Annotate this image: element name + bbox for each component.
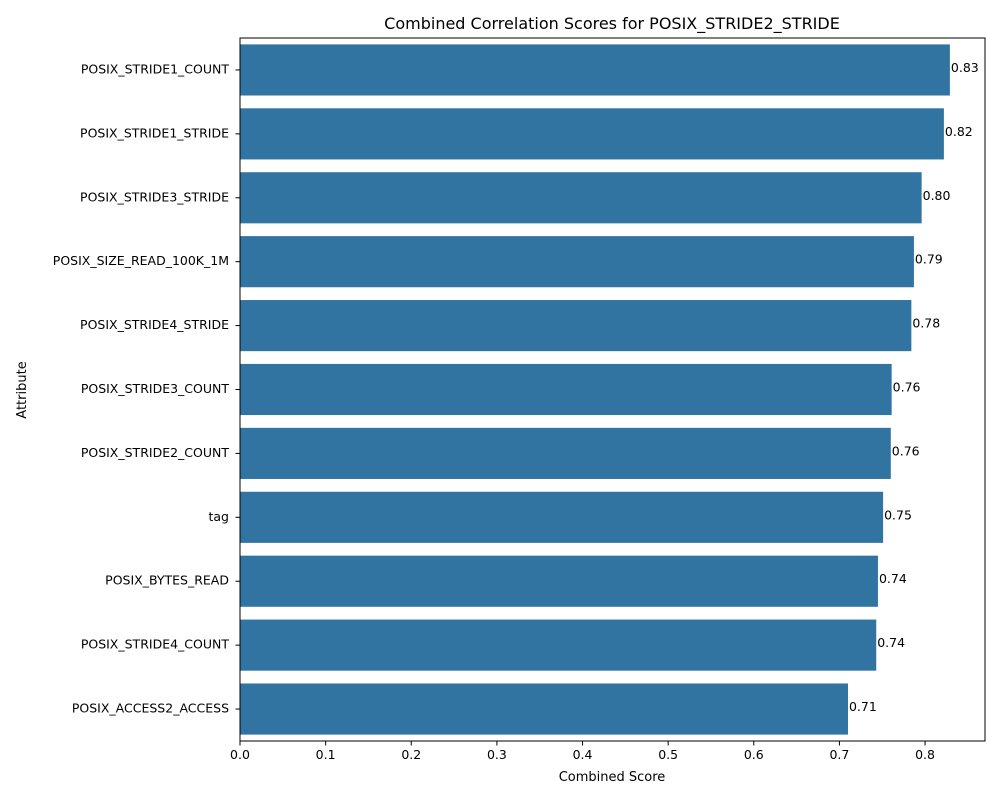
data-label: 0.78 <box>912 316 940 331</box>
chart-title: Combined Correlation Scores for POSIX_ST… <box>384 14 840 34</box>
plot-frame <box>239 37 986 742</box>
plot-border <box>239 37 986 742</box>
x-tick-label: 0.6 <box>744 747 764 762</box>
y-tick-label: POSIX_STRIDE3_COUNT <box>81 381 230 396</box>
y-axis-label: Attribute <box>15 361 30 418</box>
bar <box>240 683 848 735</box>
bar <box>240 491 884 543</box>
x-tick-label: 0.7 <box>829 747 849 762</box>
data-label: 0.82 <box>945 124 973 139</box>
y-tick-label: POSIX_SIZE_READ_100K_1M <box>53 253 229 268</box>
x-axis-label: Combined Score <box>559 770 666 785</box>
y-tick-label: POSIX_STRIDE3_STRIDE <box>80 189 229 204</box>
data-label: 0.79 <box>915 252 943 267</box>
bar <box>240 363 892 416</box>
bar <box>240 427 891 479</box>
y-tick-label: POSIX_STRIDE2_COUNT <box>81 445 230 460</box>
bar <box>240 236 914 288</box>
bar <box>240 172 922 224</box>
y-tick-label: POSIX_BYTES_READ <box>105 573 229 588</box>
x-tick-label: 0.3 <box>487 747 507 762</box>
y-tick-label: POSIX_STRIDE4_COUNT <box>81 637 230 652</box>
x-axis: 0.0 0.1 0.2 0.3 0.4 0.5 0.6 0.7 0.8 <box>230 741 935 762</box>
bar <box>240 300 912 352</box>
y-tick-label: tag <box>209 509 230 524</box>
x-tick-label: 0.2 <box>401 747 421 762</box>
y-tick-label: POSIX_ACCESS2_ACCESS <box>72 701 229 716</box>
data-label: 0.74 <box>877 635 905 650</box>
data-label: 0.74 <box>879 571 907 586</box>
bar <box>240 44 950 96</box>
y-tick-label: POSIX_STRIDE4_STRIDE <box>80 317 229 332</box>
x-tick-label: 0.4 <box>573 747 593 762</box>
data-label: 0.83 <box>951 60 979 75</box>
x-tick-label: 0.1 <box>316 747 336 762</box>
y-axis: POSIX_STRIDE1_COUNT POSIX_STRIDE1_STRIDE P… <box>53 61 240 716</box>
data-label: 0.76 <box>893 380 921 395</box>
bar <box>240 619 877 671</box>
bar <box>240 108 944 160</box>
bars-layer <box>240 44 950 735</box>
data-label: 0.76 <box>892 443 920 458</box>
x-tick-label: 0.5 <box>658 747 678 762</box>
x-tick-label: 0.0 <box>230 747 250 762</box>
data-labels-layer: 0.83 0.82 0.80 0.79 0.78 0.76 0.76 0.75 0.74 0.74… <box>849 60 979 714</box>
data-label: 0.80 <box>923 188 951 203</box>
y-tick-label: POSIX_STRIDE1_COUNT <box>81 61 230 76</box>
bar <box>240 555 878 607</box>
x-tick-label: 0.8 <box>915 747 935 762</box>
data-label: 0.71 <box>849 699 877 714</box>
data-label: 0.75 <box>884 507 912 522</box>
y-tick-label: POSIX_STRIDE1_STRIDE <box>80 125 229 140</box>
